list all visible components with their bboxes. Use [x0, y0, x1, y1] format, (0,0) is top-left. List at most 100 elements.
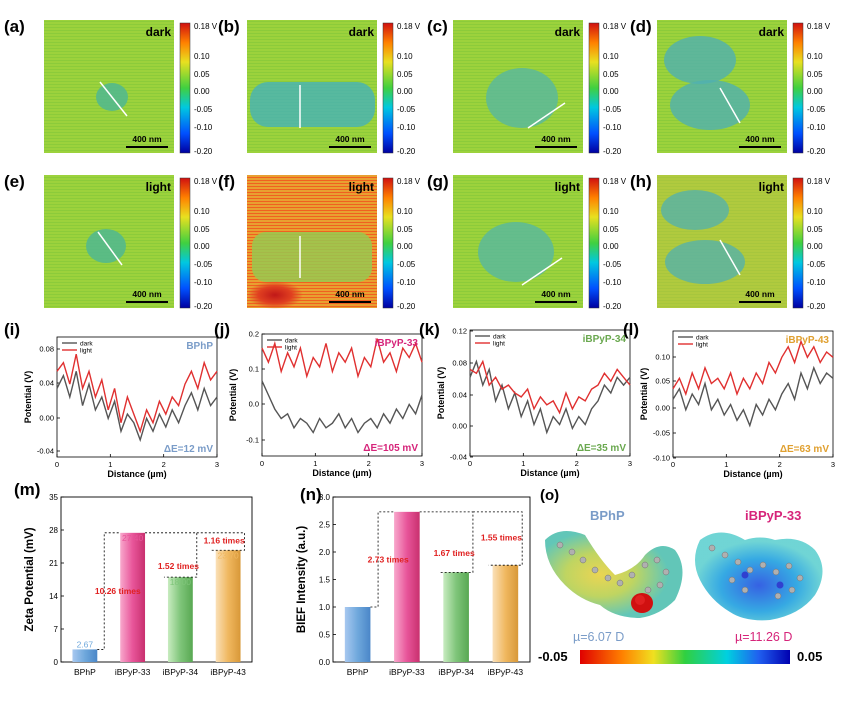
- y-tick-label: -0.1: [246, 436, 259, 445]
- panel-label: (i): [4, 320, 20, 339]
- esp-scale-min: -0.05: [538, 649, 568, 664]
- panel-label: (l): [623, 320, 639, 339]
- y-tick-label: 14: [49, 592, 58, 601]
- colorbar-tick: -0.05: [603, 260, 622, 269]
- colorbar: [179, 177, 191, 309]
- sample-label: iBPyP-43: [786, 335, 830, 346]
- x-tick-label: 3: [215, 460, 219, 469]
- line-chart-k: (k) 0.12 0.08 0.04 0.00 -0.040 1 2 3 Distance (µm…: [419, 320, 632, 478]
- panel-label: (a): [4, 17, 25, 36]
- legend-label: dark: [285, 338, 298, 345]
- mode-label: dark: [146, 25, 172, 39]
- bar-charts: (m) 0 7 14 21 28 35 Zeta Potential (mV) BPhP 2.67…: [14, 480, 531, 677]
- x-tick-label: 1: [313, 459, 317, 468]
- colorbar-tick: 0.05: [603, 225, 619, 234]
- colorbar-tick: -0.20: [397, 147, 416, 156]
- legend-label: light: [696, 342, 708, 349]
- bar-iBPyP-43: [215, 550, 241, 662]
- y-tick-label: 0.05: [655, 377, 670, 386]
- y-axis-label: Potential (V): [639, 368, 649, 421]
- y-tick-label: 0.08: [452, 359, 467, 368]
- panel-label: (n): [300, 485, 322, 504]
- annotation-ratio: 1.67 times: [434, 548, 475, 558]
- line-charts: (i) 0.08 0.04 0.00 -0.04 0 1 2 3 Distance (µm) Pot…: [4, 320, 835, 479]
- legend-label: dark: [696, 335, 709, 342]
- comparison-bracket: [145, 532, 198, 578]
- y-tick-label: -0.04: [450, 453, 467, 462]
- colorbar-tick: 0.18 V: [194, 177, 218, 186]
- y-tick-label: 35: [49, 493, 58, 502]
- kpfm-grid: [44, 20, 787, 309]
- colorbar-tick: 0.00: [397, 242, 413, 251]
- y-axis-label: Potential (V): [228, 369, 238, 422]
- panel-label: (e): [4, 172, 25, 191]
- colorbar-tick: -0.05: [807, 260, 826, 269]
- scalebar-label: 400 nm: [132, 289, 162, 299]
- delta-label: ΔE=35 mV: [577, 443, 626, 454]
- mol2-name: iBPyP-33: [745, 508, 801, 523]
- mol1-dipole: µ=6.07 D: [573, 630, 624, 644]
- bar-iBPyP-33: [394, 511, 420, 662]
- x-tick-label: 3: [628, 459, 632, 468]
- annotation-ratio: 1.52 times: [158, 561, 199, 571]
- bar-iBPyP-34: [443, 572, 469, 662]
- x-tick-label: 0: [260, 459, 264, 468]
- colorbar-tick: -0.05: [194, 105, 213, 114]
- x-tick-label: iBPyP-43: [210, 667, 246, 677]
- comparison-bracket: [196, 532, 245, 551]
- y-tick-label: 0.12: [452, 327, 467, 336]
- colorbar: [382, 22, 394, 154]
- x-tick-label: 2: [778, 460, 782, 469]
- colorbar-tick: -0.20: [194, 302, 213, 311]
- y-tick-label: 1.0: [319, 603, 331, 612]
- x-tick-label: 1: [108, 460, 112, 469]
- colorbar-tick: -0.10: [194, 123, 213, 132]
- panel-label: (c): [427, 17, 448, 36]
- y-tick-label: 0.04: [452, 391, 467, 400]
- colorbar-tick: 0.10: [397, 207, 413, 216]
- colorbar-tick: 0.18 V: [807, 22, 831, 31]
- x-axis-label: Distance (µm): [107, 469, 166, 479]
- colorbar-tick: 0.18 V: [603, 177, 627, 186]
- x-axis-label: Distance (µm): [723, 469, 782, 479]
- delta-label: ΔE=105 mV: [363, 443, 418, 454]
- plot-frame: [60, 496, 253, 663]
- bar-iBPyP-43: [492, 565, 519, 662]
- y-axis-label: Zeta Potential (mV): [24, 527, 36, 631]
- annotation-ratio: 2.73 times: [368, 554, 409, 564]
- bar-value-label: 2.67: [77, 639, 94, 649]
- kpfm-domain: [478, 222, 554, 282]
- mol1-name: BPhP: [590, 508, 625, 523]
- profile-line: [719, 239, 741, 276]
- x-tick-label: 2: [162, 460, 166, 469]
- kpfm-panel-c: [453, 20, 583, 153]
- colorbar-tick: -0.20: [807, 147, 826, 156]
- y-axis-label: BIEF Intensity (a.u.): [296, 526, 308, 634]
- kpfm-domain: [250, 82, 375, 127]
- y-tick-label: 0.1: [249, 365, 259, 374]
- y-tick-label: 2.0: [319, 548, 331, 557]
- kpfm-panel-g: [453, 175, 583, 308]
- colorbar-tick: -0.10: [603, 278, 622, 287]
- y-tick-label: 0.00: [452, 422, 467, 431]
- colorbar-tick: 0.00: [603, 87, 619, 96]
- colorbar-tick: 0.05: [397, 70, 413, 79]
- mol1-surface: [545, 531, 683, 618]
- panel-label: (k): [419, 320, 440, 339]
- y-axis-label: Potential (V): [436, 367, 446, 420]
- colorbar-tick: 0.05: [603, 70, 619, 79]
- colorbar-tick: 0.00: [807, 242, 823, 251]
- scalebar-label: 400 nm: [132, 134, 162, 144]
- panel-label: (f): [218, 172, 235, 191]
- kpfm-domain: [670, 80, 750, 130]
- colorbar-tick: -0.10: [194, 278, 213, 287]
- colorbar-tick: 0.05: [194, 225, 210, 234]
- x-tick-label: iBPyP-34: [438, 667, 474, 677]
- sample-label: BPhP: [186, 341, 213, 352]
- scalebar-label: 400 nm: [745, 289, 775, 299]
- annotation-ratio: 10.26 times: [95, 586, 141, 596]
- colorbar-tick: 0.05: [194, 70, 210, 79]
- x-tick-label: BPhP: [347, 667, 369, 677]
- annotation-ratio: 1.55 times: [481, 533, 522, 543]
- x-tick-label: 1: [724, 460, 728, 469]
